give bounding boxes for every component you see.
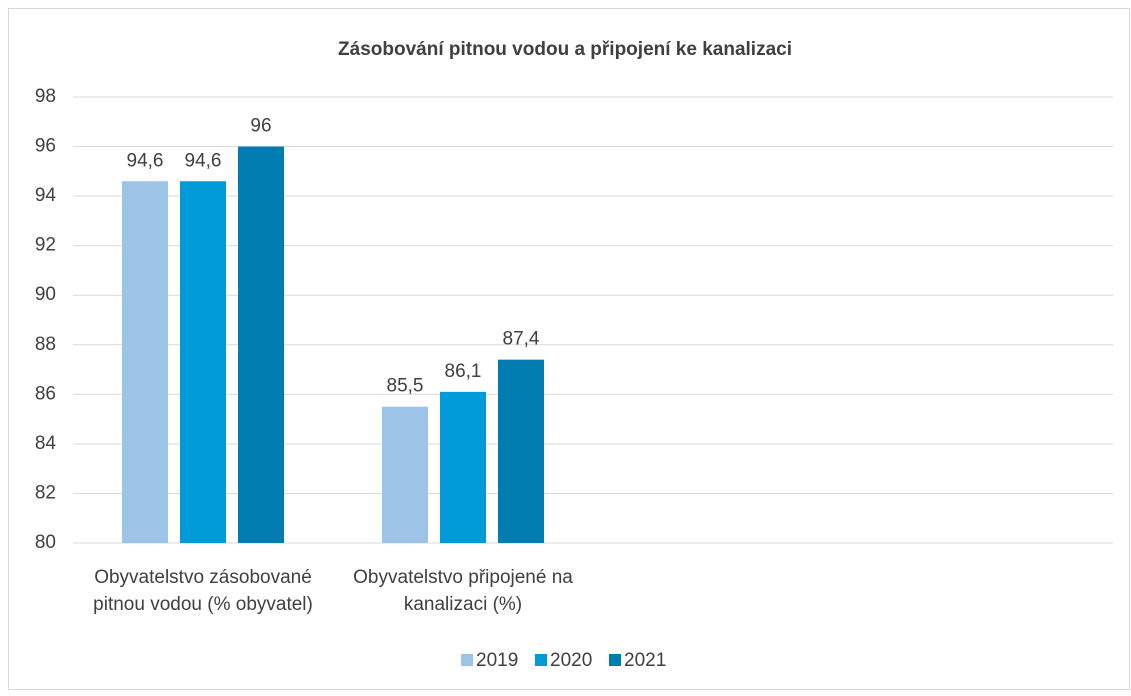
- bar: [498, 359, 544, 543]
- y-tick-label: 96: [35, 136, 56, 157]
- y-tick-label: 90: [35, 284, 56, 305]
- legend-swatch: [609, 654, 621, 666]
- data-label: 87,4: [503, 329, 540, 350]
- data-label: 86,1: [445, 361, 482, 382]
- y-tick-label: 94: [35, 185, 57, 206]
- bar: [238, 146, 284, 544]
- x-tick-label: Obyvatelstvo připojené na kanalizaci (%): [353, 567, 573, 615]
- legend-label: 2019: [476, 650, 518, 671]
- y-tick-label: 84: [35, 433, 57, 454]
- bar: [440, 391, 486, 543]
- y-tick-label: 86: [35, 383, 56, 404]
- bar: [382, 406, 428, 543]
- y-tick-label: 98: [35, 86, 56, 107]
- data-label: 96: [250, 116, 271, 137]
- legend-swatch: [535, 654, 547, 666]
- legend-swatch: [461, 654, 473, 666]
- chart-title: Zásobování pitnou vodou a připojení ke k…: [338, 39, 792, 60]
- x-tick-label: Obyvatelstvo zásobované pitnou vodou (% o…: [93, 567, 313, 615]
- bar: [122, 181, 168, 543]
- legend-label: 2020: [550, 650, 592, 671]
- y-tick-label: 82: [35, 482, 56, 503]
- data-label: 94,6: [185, 150, 222, 171]
- y-tick-label: 88: [35, 334, 56, 355]
- legend-label: 2021: [624, 650, 666, 671]
- data-label: 85,5: [387, 376, 424, 397]
- data-label: 94,6: [127, 150, 164, 171]
- y-tick-label: 80: [35, 532, 56, 553]
- y-tick-label: 92: [35, 235, 56, 256]
- bar: [180, 181, 226, 543]
